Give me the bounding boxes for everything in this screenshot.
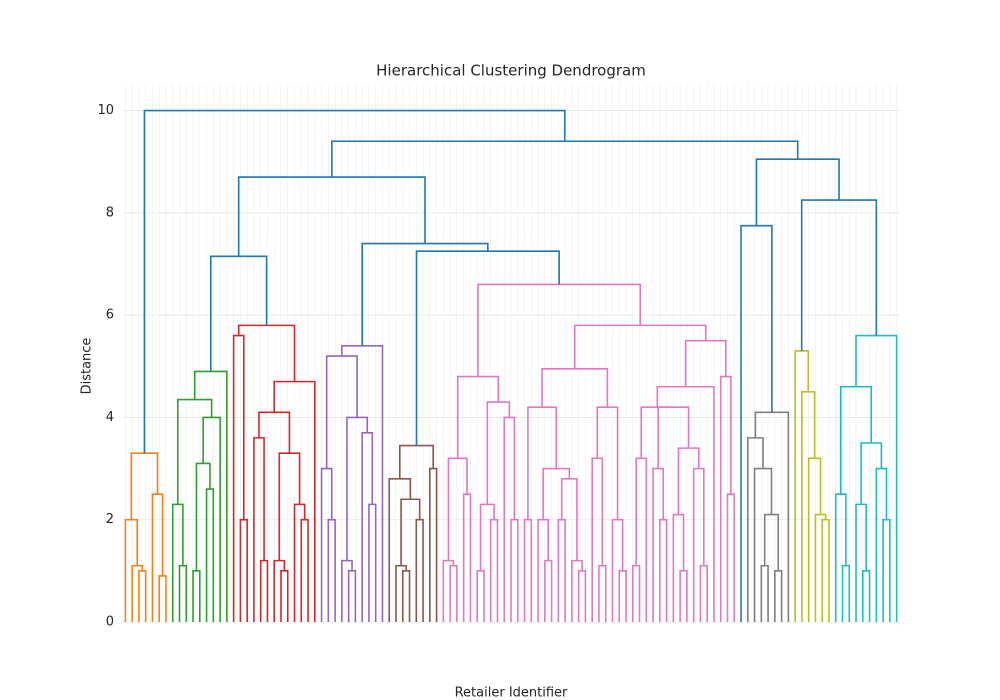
link <box>130 452 159 520</box>
link <box>177 398 213 505</box>
link <box>449 564 458 622</box>
link <box>395 564 407 622</box>
link <box>631 564 641 622</box>
link <box>346 416 369 561</box>
link <box>840 385 873 495</box>
y-axis-label: Distance <box>80 338 95 395</box>
link <box>640 406 674 459</box>
link <box>841 564 851 622</box>
link <box>151 493 164 622</box>
link <box>447 457 468 561</box>
link <box>726 493 736 622</box>
link <box>273 559 286 622</box>
link <box>760 564 769 622</box>
y-tick-label: 10 <box>97 103 114 118</box>
y-tick-label: 2 <box>106 512 114 527</box>
link <box>143 109 566 454</box>
link <box>202 416 221 622</box>
link <box>442 559 455 622</box>
link <box>278 452 301 561</box>
x-axis-label: Retailer Identifier <box>455 686 568 700</box>
link <box>740 224 773 622</box>
link <box>807 457 822 622</box>
link <box>205 488 215 622</box>
link <box>635 457 648 622</box>
link <box>544 559 553 622</box>
link <box>131 564 144 622</box>
link <box>656 385 715 622</box>
y-tick-label: 0 <box>106 615 114 630</box>
link <box>209 255 268 372</box>
y-tick-label: 6 <box>106 308 114 323</box>
chart-title: Hierarchical Clustering Dendrogram <box>376 62 646 80</box>
link <box>178 564 188 622</box>
link <box>746 437 764 622</box>
link <box>571 559 583 622</box>
link <box>462 493 472 622</box>
link <box>341 559 353 622</box>
link <box>341 345 384 622</box>
link <box>794 350 810 622</box>
link <box>591 457 604 622</box>
link <box>541 368 609 408</box>
link <box>361 242 489 346</box>
link <box>834 493 847 622</box>
link <box>259 559 269 622</box>
link <box>253 437 265 622</box>
link <box>598 564 607 622</box>
link <box>699 564 708 622</box>
y-tick-label: 4 <box>106 410 114 425</box>
link <box>486 401 511 505</box>
link <box>273 380 316 622</box>
y-tick-label: 8 <box>106 205 114 220</box>
link <box>503 416 516 622</box>
